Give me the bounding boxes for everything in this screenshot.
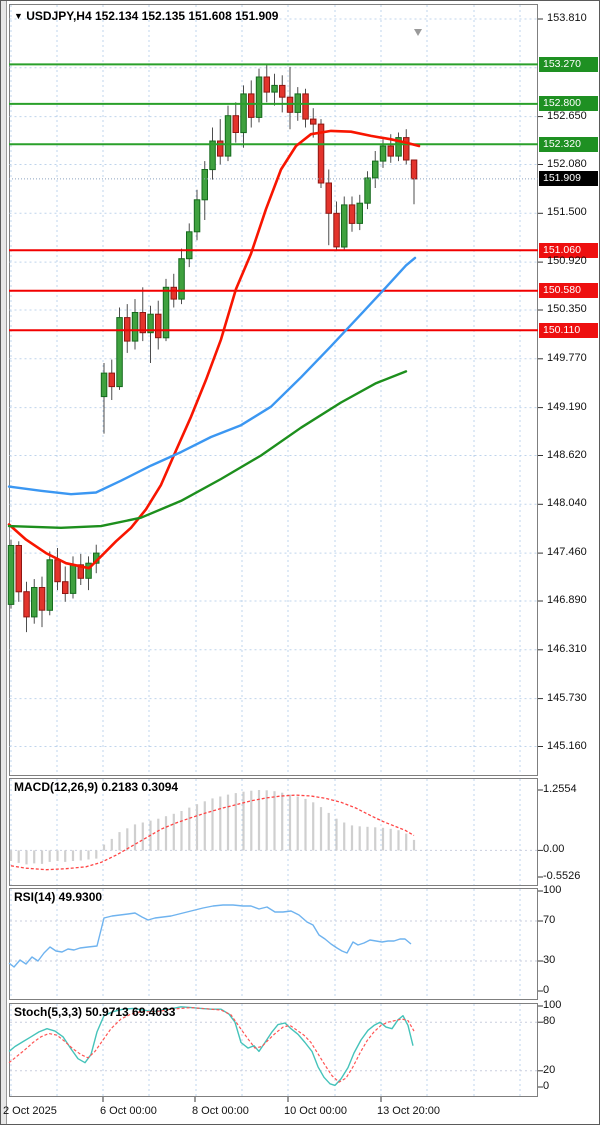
main-chart-panel[interactable]	[9, 4, 538, 776]
rsi-panel[interactable]	[9, 888, 538, 1000]
time-axis[interactable]	[1, 1097, 599, 1124]
price-axis[interactable]	[538, 1, 599, 1097]
window-left-edge	[1, 1, 7, 1124]
stoch-panel[interactable]	[9, 1003, 538, 1097]
macd-panel[interactable]	[9, 778, 538, 886]
